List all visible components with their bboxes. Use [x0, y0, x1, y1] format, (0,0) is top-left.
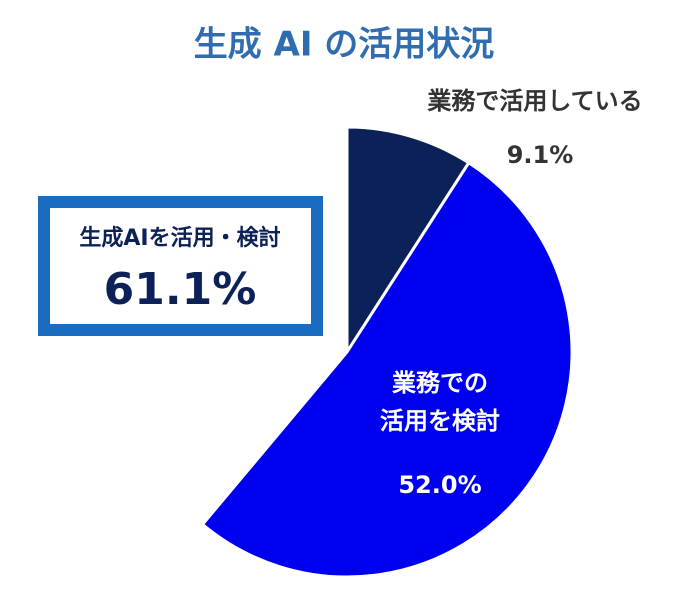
summary-label: 生成AIを活用・検討	[79, 225, 280, 251]
pie-slice	[345, 125, 471, 358]
slice-label: 業務で活用している	[427, 87, 643, 115]
slice-value: 52.0%	[398, 471, 482, 499]
pie-slice	[200, 160, 574, 579]
summary-box	[38, 196, 323, 336]
chart-title: 生成 AI の活用状況	[194, 25, 495, 65]
slice-label: 業務での 活用を検討	[380, 369, 500, 436]
slice-value: 9.1%	[506, 141, 574, 169]
summary-value: 61.1%	[104, 264, 257, 315]
